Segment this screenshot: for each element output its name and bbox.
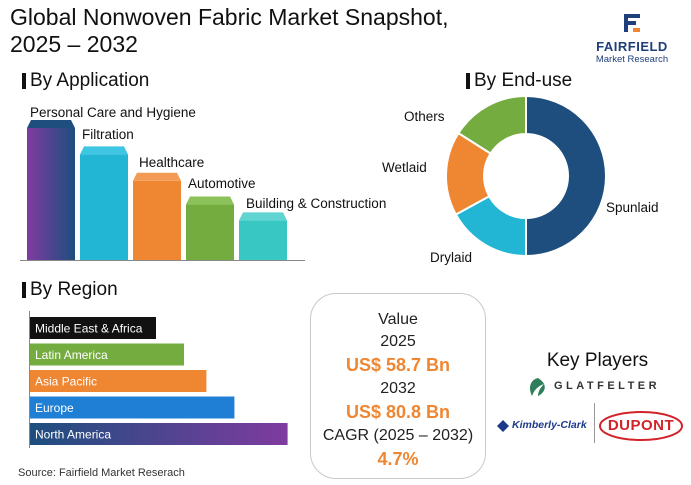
application-bar-cap [186,196,234,205]
application-category-label: Filtration [82,127,134,142]
year-2032: 2032 [380,380,416,397]
application-category-label: Healthcare [139,155,204,170]
glatfelter-logo: GLATFELTER [526,376,676,398]
value-2032: US$ 80.8 Bn [345,402,451,422]
application-category-label: Automotive [188,176,256,191]
application-bar-cap [239,212,287,221]
end-use-slice-label: Wetlaid [382,160,427,175]
dupont-name: DUPONT [607,417,675,434]
header-bar-icon [22,282,26,298]
region-bar-label: North America [35,428,111,442]
application-category-label: Personal Care and Hygiene [30,105,196,120]
dupont-oval-icon [599,411,683,441]
application-bar [239,220,287,260]
kimberly-clark-bird-icon [497,420,509,432]
cagr-label: CAGR (2025 – 2032) [322,427,474,444]
end-use-slice [457,94,527,155]
value-2025: US$ 58.7 Bn [345,355,451,375]
region-bar-label: Latin America [35,348,108,362]
cagr-value: 4.7% [377,449,419,469]
region-bar-label: Asia Pacific [35,375,97,389]
page-title-line1: Global Nonwoven Fabric Market Snapshot, [10,4,449,30]
end-use-slice-label: Drylaid [430,250,472,265]
application-bar [80,154,128,260]
page-title-line2: 2025 – 2032 [10,31,138,57]
application-title: By Application [30,70,150,91]
end-use-section-header: By End-use [466,70,572,92]
region-title: By Region [30,279,118,300]
region-bar-chart: Middle East & Africa Latin America Asia Pa… [29,311,288,448]
end-use-slice-label: Spunlaid [606,200,659,215]
year-2025: 2025 [380,333,416,350]
region-section-header: By Region [22,279,118,301]
region-bar [30,396,235,419]
page-title: Global Nonwoven Fabric Market Snapshot, … [10,4,570,58]
glatfelter-leaf-icon [530,378,545,396]
kimberly-clark-name: Kimberly-Clark [512,419,587,431]
key-players-title: Key Players [546,350,649,371]
kimberly-clark-logo: Kimberly-Clark [496,418,596,436]
application-bar-cap [80,146,128,155]
end-use-slice-label: Others [404,109,445,124]
header-bar-icon [22,73,26,89]
region-bar [30,343,184,366]
application-section-header: By Application [22,70,149,92]
end-use-title: By End-use [474,70,573,91]
value-label: Value [378,311,418,328]
region-bar-label: Europe [35,401,74,415]
end-use-slice [525,94,607,258]
application-bar [186,204,234,260]
fairfield-f-logo-icon [624,14,640,32]
application-bar-chart: Personal Care and Hygiene Filtration Healt… [20,105,386,261]
region-bar-label: Middle East & Africa [35,322,143,336]
region-bar [30,423,288,445]
logo-name: FAIRFIELD [596,39,668,54]
logo-subtitle: Market Research [595,54,669,65]
glatfelter-name: GLATFELTER [554,380,661,392]
region-bar [30,317,156,339]
application-bar [27,128,75,260]
header-bar-icon [466,73,470,89]
market-value-box: Value 2025 US$ 58.7 Bn 2032 US$ 80.8 Bn … [310,293,486,479]
dupont-logo: DUPONT [599,411,683,441]
application-bar-cap [133,172,181,181]
application-bar [133,180,181,260]
region-bar [30,370,207,392]
end-use-donut-chart: Spunlaid Drylaid Wetlaid Others [382,94,659,265]
fairfield-logo: FAIRFIELD Market Research [577,12,687,65]
source-note: Source: Fairfield Market Reserach [18,467,185,479]
key-players-divider [594,403,595,443]
application-bar-cap [27,120,75,128]
application-category-label: Building & Construction [246,196,386,211]
